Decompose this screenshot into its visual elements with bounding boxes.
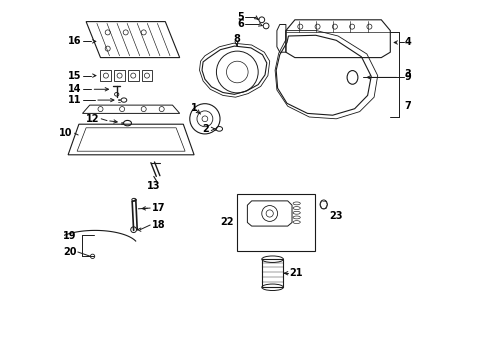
Text: 3: 3 bbox=[404, 69, 410, 79]
Text: 13: 13 bbox=[147, 181, 160, 192]
Text: 23: 23 bbox=[328, 211, 342, 221]
Text: 6: 6 bbox=[237, 19, 244, 30]
Text: 10: 10 bbox=[59, 128, 72, 138]
Text: 9: 9 bbox=[404, 72, 410, 82]
Text: 22: 22 bbox=[220, 217, 233, 227]
Bar bbox=[237, 194, 314, 251]
Text: 12: 12 bbox=[86, 114, 100, 124]
Text: 1: 1 bbox=[190, 103, 197, 113]
Text: 19: 19 bbox=[63, 231, 77, 241]
Text: 14: 14 bbox=[68, 84, 81, 94]
Text: 15: 15 bbox=[68, 71, 81, 81]
Text: 4: 4 bbox=[404, 37, 410, 48]
Text: 11: 11 bbox=[68, 95, 81, 105]
Text: 7: 7 bbox=[404, 101, 410, 111]
Text: 2: 2 bbox=[202, 124, 209, 134]
Text: 8: 8 bbox=[233, 34, 240, 44]
Text: 16: 16 bbox=[68, 36, 81, 46]
Text: 18: 18 bbox=[151, 220, 165, 230]
Bar bbox=[261, 259, 283, 287]
Text: 17: 17 bbox=[151, 203, 165, 213]
Text: 20: 20 bbox=[63, 247, 77, 257]
Text: 5: 5 bbox=[237, 12, 244, 22]
Text: 21: 21 bbox=[288, 268, 302, 278]
